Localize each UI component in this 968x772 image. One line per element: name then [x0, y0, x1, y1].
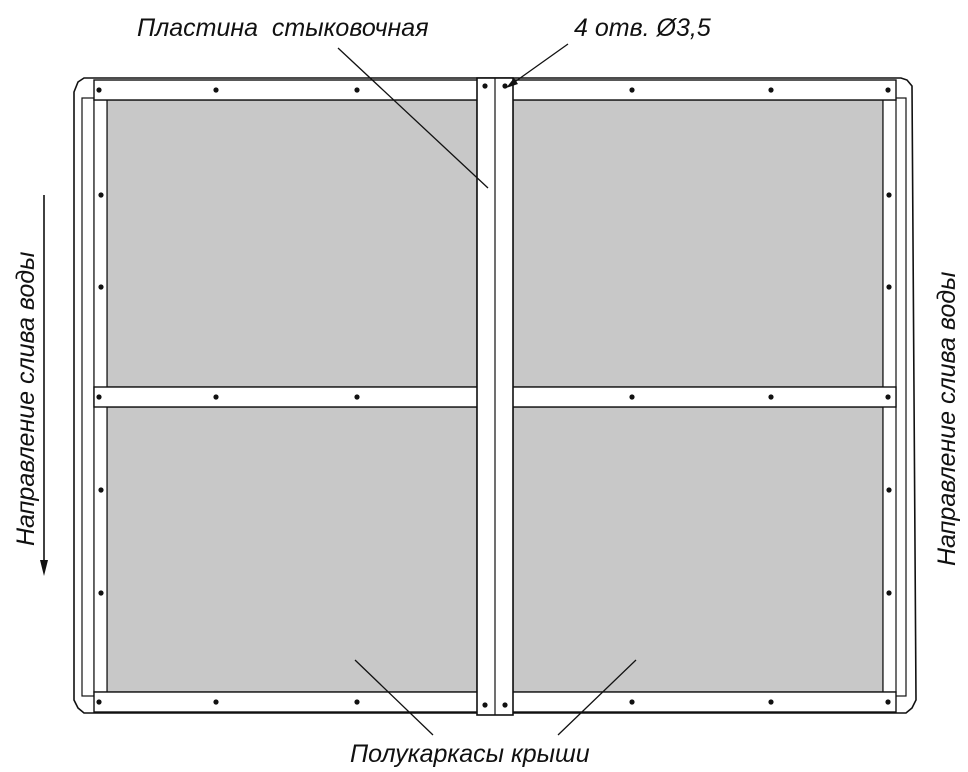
screw-hole: [886, 192, 892, 198]
screw-hole: [98, 487, 104, 493]
screw-hole: [886, 284, 892, 290]
left-flange-rail: [81, 97, 95, 697]
screw-hole: [886, 590, 892, 596]
screw-hole: [213, 87, 219, 93]
screw-hole: [629, 87, 635, 93]
holes-leader-arrowhead: [506, 78, 518, 88]
panel-bottom-right: [512, 406, 884, 693]
screw-hole: [768, 87, 774, 93]
screw-holes: [96, 83, 892, 708]
drain-direction-label-left: Направление слива воды: [12, 252, 40, 546]
screw-hole: [96, 87, 102, 93]
screw-hole: [768, 394, 774, 400]
screw-hole: [98, 590, 104, 596]
panel-top-right: [512, 99, 884, 388]
screw-hole: [482, 702, 488, 708]
half-frames-leader-left: [354, 659, 434, 736]
screw-hole: [354, 87, 360, 93]
docking-plate-label: Пластина стыковочная: [137, 14, 429, 42]
screw-hole: [886, 487, 892, 493]
half-frames-label: Полукаркасы крыши: [350, 740, 590, 768]
screw-hole: [629, 699, 635, 705]
screw-hole: [885, 394, 891, 400]
screw-hole: [213, 394, 219, 400]
screw-hole: [885, 87, 891, 93]
screw-hole: [96, 699, 102, 705]
screw-hole: [213, 699, 219, 705]
screw-hole: [98, 284, 104, 290]
panel-top-left: [106, 99, 478, 388]
screw-hole: [768, 699, 774, 705]
drain-direction-label-right: Направление слива воды: [933, 272, 961, 566]
drain-direction-arrowhead: [40, 560, 48, 576]
screw-hole: [98, 192, 104, 198]
holes-label: 4 отв. Ø3,5: [574, 14, 711, 42]
screw-hole: [502, 702, 508, 708]
screw-hole: [354, 394, 360, 400]
docking-plate-leader: [337, 47, 489, 189]
half-frames-leader-right: [557, 659, 637, 736]
screw-hole: [482, 83, 488, 89]
screw-hole: [629, 394, 635, 400]
screw-hole: [96, 394, 102, 400]
holes-leader: [508, 43, 569, 87]
screw-hole: [885, 699, 891, 705]
screw-hole: [502, 83, 508, 89]
panel-bottom-left: [106, 406, 478, 693]
screw-hole: [354, 699, 360, 705]
